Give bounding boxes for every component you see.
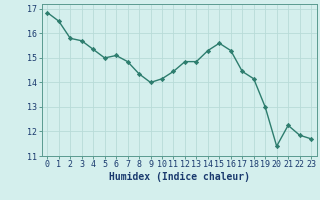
X-axis label: Humidex (Indice chaleur): Humidex (Indice chaleur) <box>109 172 250 182</box>
